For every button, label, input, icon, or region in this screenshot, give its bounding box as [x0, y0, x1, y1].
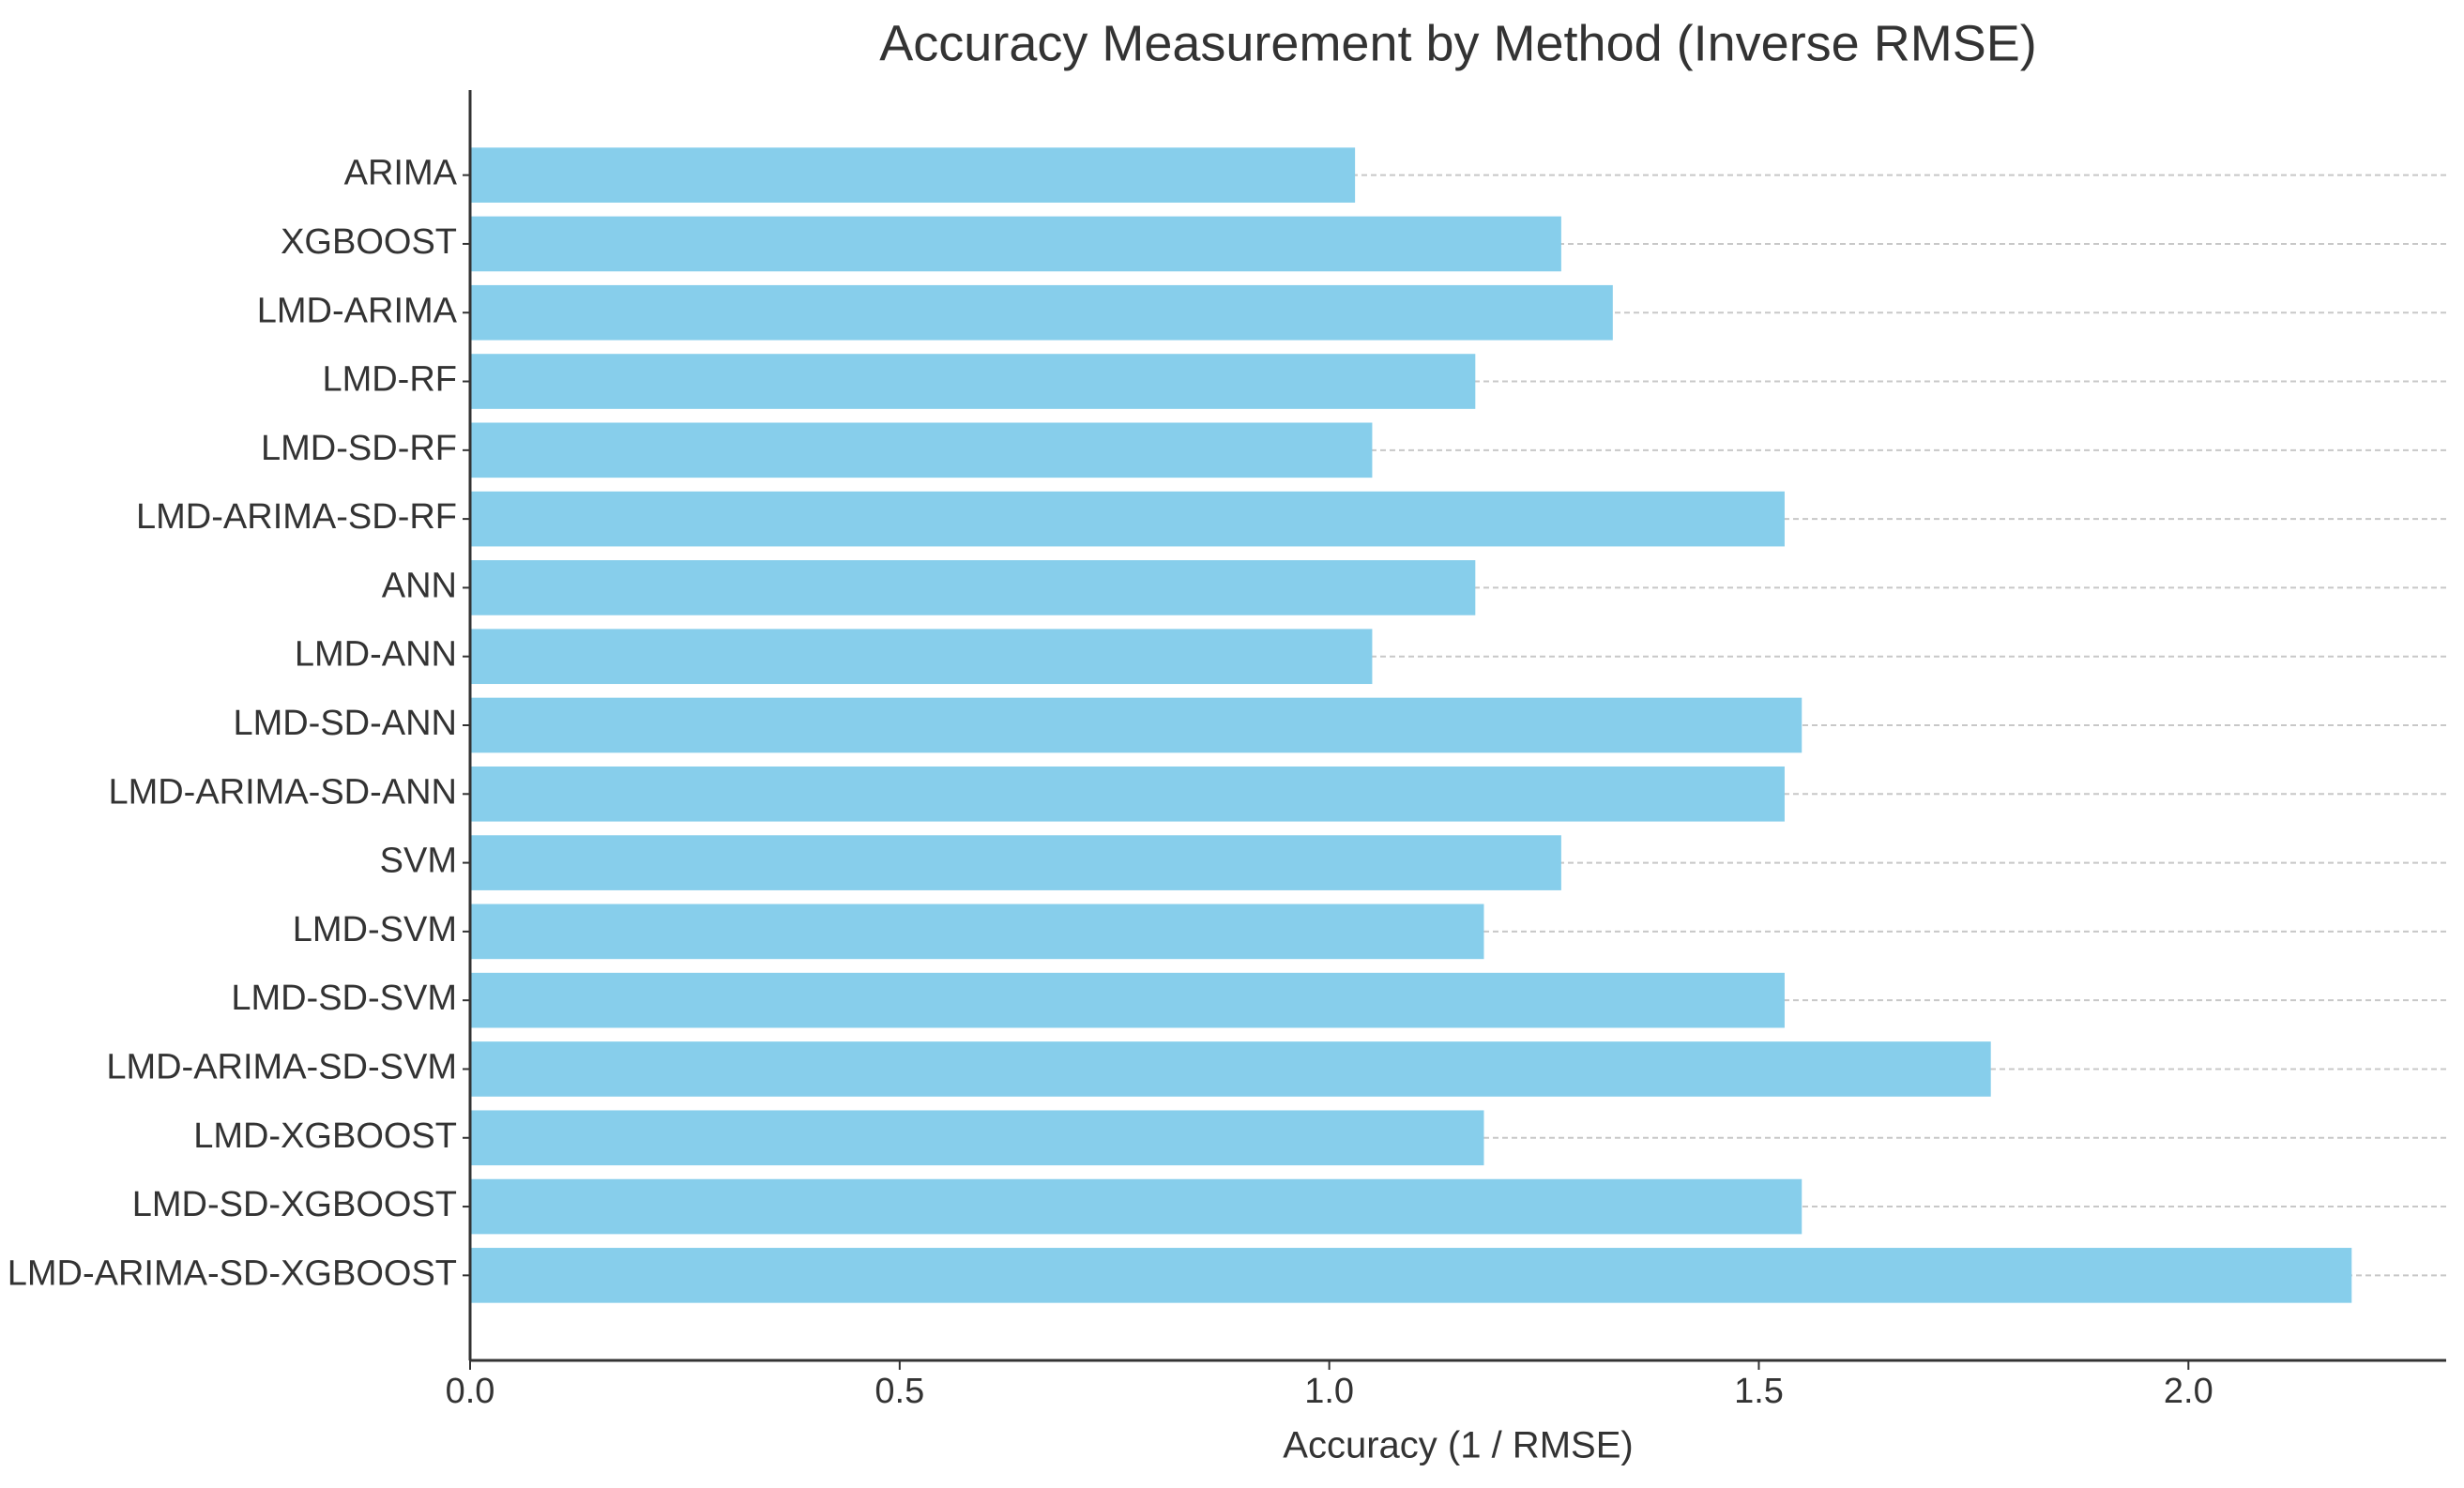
bar — [470, 422, 1373, 478]
bar — [470, 1248, 2352, 1303]
bar — [470, 835, 1561, 890]
y-tick-label: SVM — [380, 842, 457, 881]
bar — [470, 972, 1785, 1028]
bar — [470, 697, 1802, 753]
x-tick-label: 0.0 — [446, 1372, 495, 1411]
bar — [470, 147, 1356, 203]
y-tick-label: LMD-SD-XGBOOST — [132, 1185, 457, 1224]
y-tick-label: LMD-SD-SVM — [231, 979, 457, 1018]
y-tick-label: LMD-SD-ANN — [233, 704, 457, 743]
y-tick-label: LMD-ARIMA-SD-ANN — [108, 772, 457, 812]
y-tick-label: LMD-ARIMA — [257, 291, 458, 330]
chart-title: Accuracy Measurement by Method (Inverse … — [879, 15, 2036, 71]
bar — [470, 766, 1785, 822]
y-tick-label: LMD-XGBOOST — [193, 1116, 457, 1156]
y-tick-label: ARIMA — [344, 154, 458, 193]
y-tick-label: ANN — [382, 566, 457, 605]
bar — [470, 903, 1484, 960]
y-tick-label: LMD-ARIMA-SD-RF — [136, 497, 457, 537]
y-tick-label: LMD-RF — [322, 360, 457, 400]
y-tick-label: XGBOOST — [281, 222, 457, 262]
x-axis-label: Accuracy (1 / RMSE) — [1283, 1425, 1633, 1466]
bar — [470, 491, 1785, 547]
bar — [470, 216, 1561, 272]
x-tick-label: 1.5 — [1734, 1372, 1784, 1411]
y-tick-label: LMD-SD-RF — [261, 429, 457, 468]
bar — [470, 1110, 1484, 1166]
x-tick-label: 0.5 — [875, 1372, 924, 1411]
y-tick-label: LMD-ARIMA-SD-XGBOOST — [8, 1253, 457, 1293]
y-tick-label: LMD-SVM — [293, 910, 457, 949]
bar — [470, 629, 1373, 685]
bar — [470, 1041, 1991, 1097]
bar — [470, 1178, 1802, 1235]
x-tick-label: 1.0 — [1304, 1372, 1354, 1411]
bar — [470, 284, 1613, 341]
bar — [470, 354, 1476, 409]
x-tick-label: 2.0 — [2164, 1372, 2213, 1411]
y-tick-label: LMD-ANN — [295, 635, 457, 675]
y-tick-label: LMD-ARIMA-SD-SVM — [106, 1048, 457, 1087]
bar — [470, 560, 1476, 615]
